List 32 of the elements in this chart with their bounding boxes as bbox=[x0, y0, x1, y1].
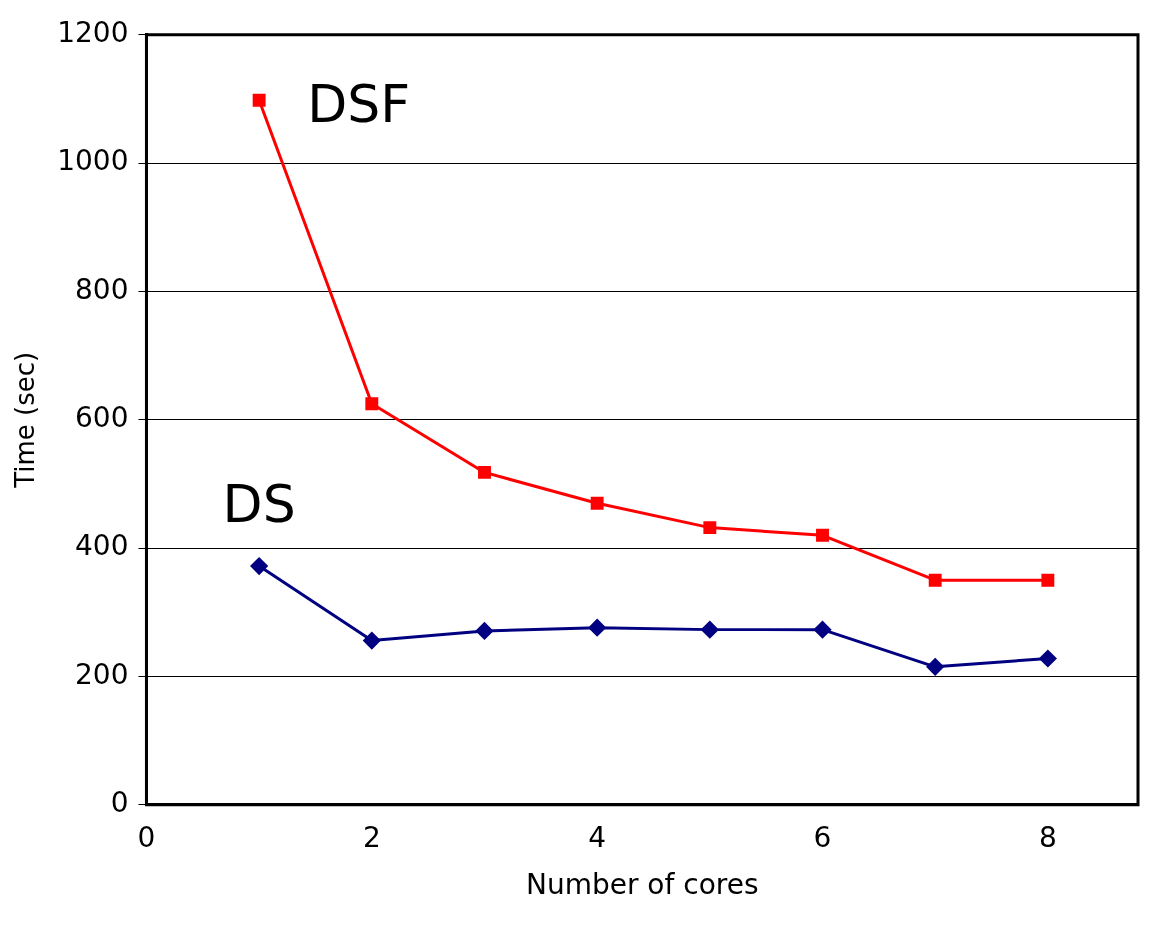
series-label: DSF bbox=[307, 73, 411, 134]
x-tick-label: 8 bbox=[1038, 820, 1057, 854]
point bbox=[703, 521, 717, 535]
y-tick-label: 200 bbox=[75, 657, 129, 691]
point bbox=[250, 557, 268, 575]
point bbox=[475, 622, 493, 640]
point bbox=[1039, 650, 1057, 667]
x-axis-title: Number of cores bbox=[525, 868, 759, 902]
y-tick-label: 600 bbox=[75, 401, 129, 435]
y-tick-label: 400 bbox=[75, 529, 129, 563]
point bbox=[701, 621, 719, 639]
point bbox=[928, 573, 942, 587]
y-tick-label: 1200 bbox=[57, 16, 129, 50]
x-tick-label: 0 bbox=[137, 820, 156, 854]
point bbox=[478, 465, 491, 479]
y-tick-label: 1000 bbox=[57, 144, 129, 178]
point bbox=[363, 632, 381, 650]
point bbox=[816, 528, 829, 542]
series-label: DS bbox=[222, 473, 296, 534]
point bbox=[252, 93, 266, 107]
y-axis-title: Time (sec) bbox=[10, 351, 41, 489]
x-tick-label: 6 bbox=[813, 820, 832, 854]
x-tick-label: 2 bbox=[362, 820, 381, 854]
point bbox=[1041, 573, 1055, 587]
point bbox=[590, 496, 604, 510]
y-tick-label: 800 bbox=[75, 272, 129, 306]
point bbox=[365, 397, 379, 411]
point bbox=[814, 621, 832, 639]
point bbox=[588, 619, 606, 637]
y-tick-label: 0 bbox=[110, 786, 129, 820]
point bbox=[926, 658, 944, 676]
x-tick-label: 4 bbox=[588, 820, 607, 854]
